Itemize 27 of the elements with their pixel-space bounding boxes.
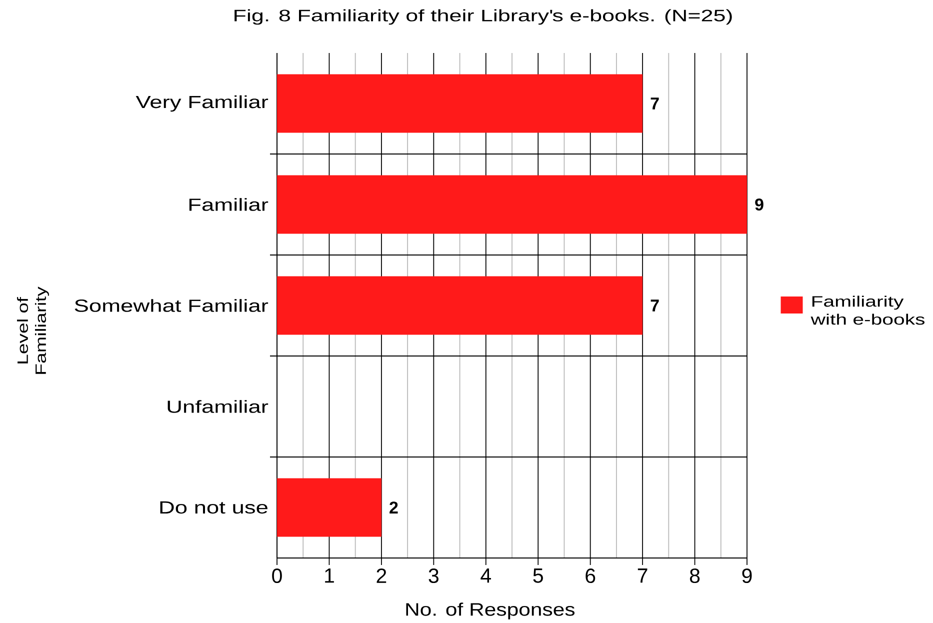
chart-title: Fig. 8 Familiarity of their Library's e-books. (N=25): [234, 9, 732, 25]
x-tick-label: 8: [690, 568, 700, 584]
y-tick-label: Somewhat Familiar: [74, 299, 268, 312]
y-tick-label: Unfamiliar: [168, 400, 268, 413]
y-axis-title: Level of Familiarity: [17, 286, 49, 374]
bar: [277, 175, 748, 234]
legend-label: Familiarity with e-books: [810, 296, 924, 325]
bar: [277, 74, 643, 133]
x-tick-label: 6: [586, 568, 596, 584]
x-axis-title: No. of Responses: [406, 602, 575, 620]
bar: [277, 276, 643, 335]
x-tick-label: 9: [742, 568, 752, 584]
x-tick-label: 3: [428, 568, 438, 584]
x-tick-label: 0: [272, 568, 282, 584]
y-tick-label: Do not use: [160, 501, 268, 514]
x-tick-label: 7: [638, 568, 648, 583]
data-label: 9: [755, 198, 764, 211]
x-tick-label: 5: [533, 568, 543, 583]
x-tick-label: 4: [480, 568, 491, 583]
y-tick-label: Very Familiar: [136, 95, 268, 112]
data-label: 7: [650, 300, 659, 312]
y-tick-label: Familiar: [189, 198, 268, 211]
x-tick-label: 2: [376, 568, 386, 583]
x-tick-label: 1: [325, 568, 334, 583]
bar: [277, 478, 382, 537]
data-label: 2: [390, 502, 398, 514]
data-label: 7: [650, 98, 659, 110]
